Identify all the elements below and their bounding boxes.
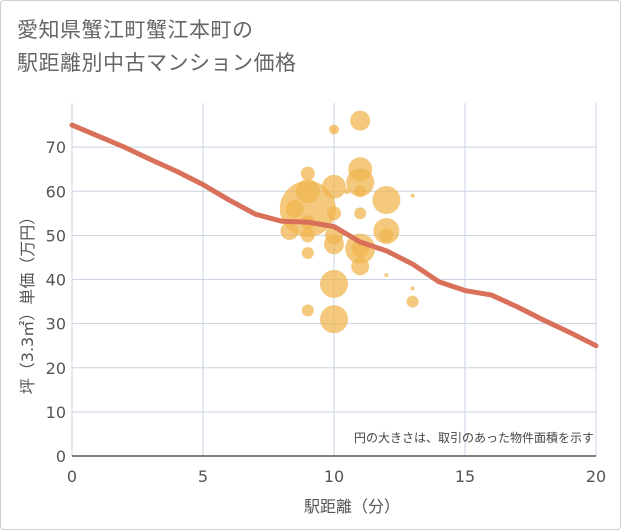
x-tick-label: 0 xyxy=(67,467,77,486)
y-tick-label: 60 xyxy=(46,182,66,201)
data-point xyxy=(327,206,341,221)
y-axis-title: 坪（3.3㎡）単価（万円） xyxy=(18,209,37,394)
data-point xyxy=(300,166,315,181)
data-point xyxy=(280,221,299,240)
y-tick-label: 30 xyxy=(46,315,66,334)
size-note: 円の大きさは、取引のあった物件面積を示す xyxy=(354,430,594,445)
x-tick-label: 10 xyxy=(324,467,344,486)
data-point xyxy=(301,304,314,317)
data-point xyxy=(285,199,304,218)
y-tick-label: 10 xyxy=(46,403,66,422)
data-point xyxy=(350,110,371,131)
y-tick-label: 70 xyxy=(46,138,66,157)
data-point xyxy=(320,305,348,334)
trend-line xyxy=(69,122,599,349)
data-point xyxy=(351,257,370,276)
x-axis-title: 駅距離（分） xyxy=(304,497,400,516)
data-point xyxy=(320,269,348,298)
chart-title-line1: 愛知県蟹江町蟹江本町の xyxy=(17,18,254,42)
y-tick-label: 20 xyxy=(46,359,66,378)
data-point xyxy=(372,186,401,215)
data-point xyxy=(346,168,375,197)
x-tick-label: 5 xyxy=(198,467,208,486)
data-point xyxy=(379,228,394,243)
data-point xyxy=(384,273,389,278)
x-tick-label: 20 xyxy=(586,467,606,486)
y-tick-label: 50 xyxy=(46,226,66,245)
data-point xyxy=(354,185,367,198)
data-point xyxy=(332,127,336,132)
x-tick-labels: 0 5 10 15 20 xyxy=(67,467,606,486)
data-point xyxy=(295,179,320,204)
y-tick-label: 0 xyxy=(56,447,66,466)
data-point xyxy=(322,174,346,199)
data-point xyxy=(410,286,415,291)
x-tick-label: 15 xyxy=(455,467,475,486)
data-point xyxy=(300,228,315,243)
data-point xyxy=(354,207,367,220)
chart-title-line2: 駅距離別中古マンション価格 xyxy=(17,51,297,75)
data-point xyxy=(410,193,415,198)
y-tick-label: 40 xyxy=(46,271,66,290)
data-point xyxy=(324,234,344,255)
data-point xyxy=(406,295,419,308)
data-point xyxy=(301,247,314,260)
chart-title: 愛知県蟹江町蟹江本町の 駅距離別中古マンション価格 xyxy=(17,14,297,80)
y-tick-labels: 0 10 20 30 40 50 60 70 xyxy=(46,138,66,466)
